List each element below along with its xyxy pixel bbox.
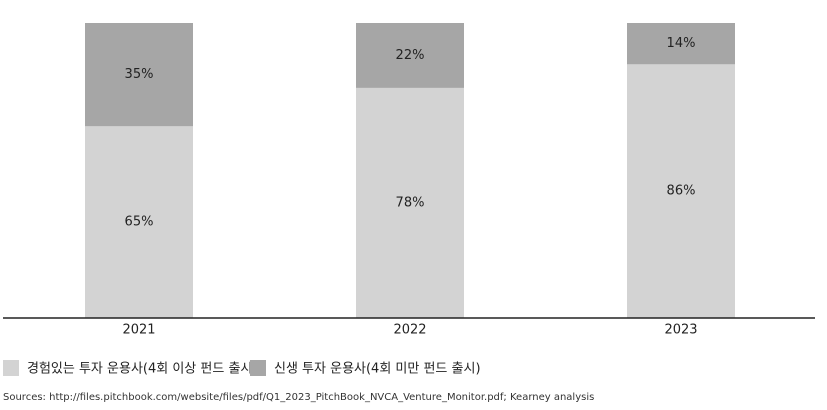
source-note: Sources: http://files.pitchbook.com/webs…	[3, 392, 594, 403]
data-label: 14%	[667, 36, 696, 51]
bar-segment	[356, 23, 464, 88]
bar-segment	[627, 64, 735, 318]
data-label: 86%	[667, 184, 696, 199]
data-label: 35%	[125, 67, 154, 82]
x-tick-label: 2021	[122, 323, 155, 338]
legend-label: 신생 투자 운용사(4회 미만 펀드 출시)	[274, 362, 481, 377]
bar-segment	[85, 23, 193, 127]
data-label: 65%	[125, 215, 154, 230]
legend-swatch	[3, 360, 19, 376]
bar-segment	[85, 126, 193, 318]
x-tick-label: 2022	[393, 323, 426, 338]
data-label: 78%	[396, 195, 425, 210]
bar-segment	[356, 87, 464, 319]
data-label: 22%	[396, 48, 425, 63]
x-tick-label: 2023	[664, 323, 697, 338]
legend-label: 경험있는 투자 운용사(4회 이상 펀드 출시)	[27, 362, 257, 377]
legend-swatch	[250, 360, 266, 376]
bar-segment	[627, 23, 735, 65]
